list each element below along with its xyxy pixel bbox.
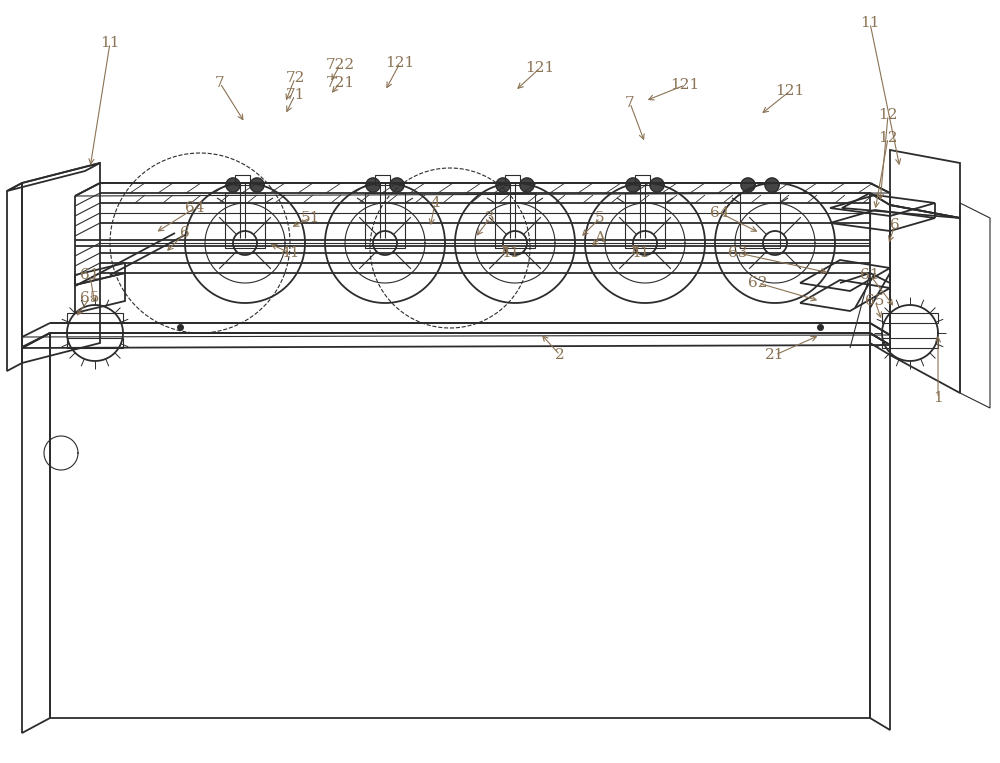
- Polygon shape: [366, 178, 380, 192]
- Text: 41: 41: [630, 246, 650, 260]
- Text: 7: 7: [625, 96, 635, 110]
- Text: 71: 71: [285, 88, 305, 102]
- Polygon shape: [250, 178, 264, 192]
- Text: 41: 41: [280, 246, 300, 260]
- Text: 63: 63: [728, 246, 748, 260]
- Text: 121: 121: [525, 61, 555, 75]
- Text: 41: 41: [500, 246, 520, 260]
- Text: 6: 6: [890, 218, 900, 232]
- Text: 21: 21: [765, 348, 785, 362]
- Text: 61: 61: [860, 268, 880, 282]
- Text: 12: 12: [878, 108, 898, 122]
- Text: 121: 121: [670, 78, 700, 92]
- Polygon shape: [741, 178, 755, 192]
- Text: 11: 11: [100, 36, 120, 50]
- Text: 65: 65: [80, 291, 100, 305]
- Polygon shape: [520, 178, 534, 192]
- Text: 12: 12: [878, 131, 898, 145]
- Text: 51: 51: [300, 211, 320, 225]
- Text: 722: 722: [325, 58, 355, 72]
- Text: 4: 4: [430, 196, 440, 210]
- Polygon shape: [496, 178, 510, 192]
- Text: 5: 5: [595, 211, 605, 225]
- Text: 121: 121: [385, 56, 415, 70]
- Text: 62: 62: [748, 276, 768, 290]
- Text: 65: 65: [865, 294, 885, 308]
- Text: 6: 6: [180, 226, 190, 240]
- Text: 7: 7: [215, 76, 225, 90]
- Text: A: A: [594, 231, 606, 245]
- Text: 3: 3: [485, 211, 495, 225]
- Polygon shape: [226, 178, 240, 192]
- Text: 64: 64: [710, 206, 730, 220]
- Polygon shape: [650, 178, 664, 192]
- Text: 121: 121: [775, 84, 805, 98]
- Text: 721: 721: [325, 76, 355, 90]
- Text: 61: 61: [80, 268, 100, 282]
- Text: 72: 72: [285, 71, 305, 85]
- Text: 11: 11: [860, 16, 880, 30]
- Polygon shape: [765, 178, 779, 192]
- Text: 2: 2: [555, 348, 565, 362]
- Polygon shape: [626, 178, 640, 192]
- Text: 64: 64: [185, 201, 205, 215]
- Text: 1: 1: [933, 391, 943, 405]
- Polygon shape: [390, 178, 404, 192]
